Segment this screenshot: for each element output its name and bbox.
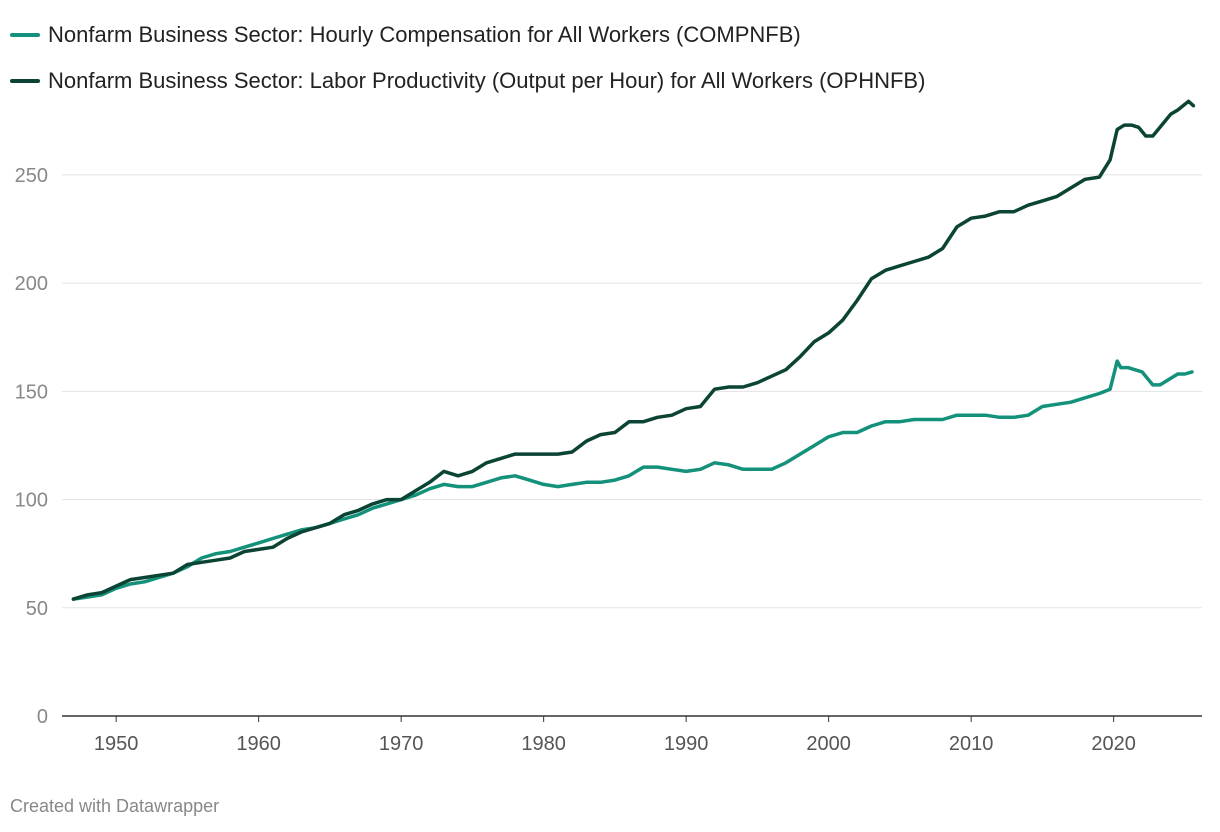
x-tick-label-2010: 2010 xyxy=(949,733,994,755)
y-axis-tick-labels: 0 50 100 150 200 250 xyxy=(15,165,48,728)
gridlines xyxy=(62,174,1202,609)
x-tick-label-2020: 2020 xyxy=(1091,733,1136,755)
y-tick-label-200: 200 xyxy=(15,273,48,295)
legend-label-compensation: Nonfarm Business Sector: Hourly Compensa… xyxy=(48,22,801,47)
legend-swatch-compensation xyxy=(10,33,40,37)
y-tick-label-50: 50 xyxy=(26,598,48,620)
x-tick-label-1980: 1980 xyxy=(521,733,566,755)
chart-legend: Nonfarm Business Sector: Hourly Compensa… xyxy=(10,12,925,104)
x-tick-label-1950: 1950 xyxy=(94,733,139,755)
x-tick-label-1990: 1990 xyxy=(664,733,709,755)
legend-entry-productivity: Nonfarm Business Sector: Labor Productiv… xyxy=(10,58,925,104)
legend-entry-compensation: Nonfarm Business Sector: Hourly Compensa… xyxy=(10,12,925,58)
y-tick-label-0: 0 xyxy=(37,706,48,728)
x-axis-tick-labels: 1950 1960 1970 1980 1990 2000 2010 2020 xyxy=(94,716,1136,755)
legend-label-productivity: Nonfarm Business Sector: Labor Productiv… xyxy=(48,68,926,93)
series-line-compensation xyxy=(71,359,1194,601)
y-tick-label-100: 100 xyxy=(15,490,48,512)
y-tick-label-150: 150 xyxy=(15,381,48,403)
series-line-productivity xyxy=(71,99,1196,601)
x-tick-label-2000: 2000 xyxy=(806,733,851,755)
datawrapper-credit: Created with Datawrapper xyxy=(10,796,220,816)
x-tick-label-1960: 1960 xyxy=(236,733,281,755)
y-tick-label-250: 250 xyxy=(15,165,48,187)
x-tick-label-1970: 1970 xyxy=(379,733,424,755)
legend-swatch-productivity xyxy=(10,79,40,83)
series-lines xyxy=(71,99,1196,601)
